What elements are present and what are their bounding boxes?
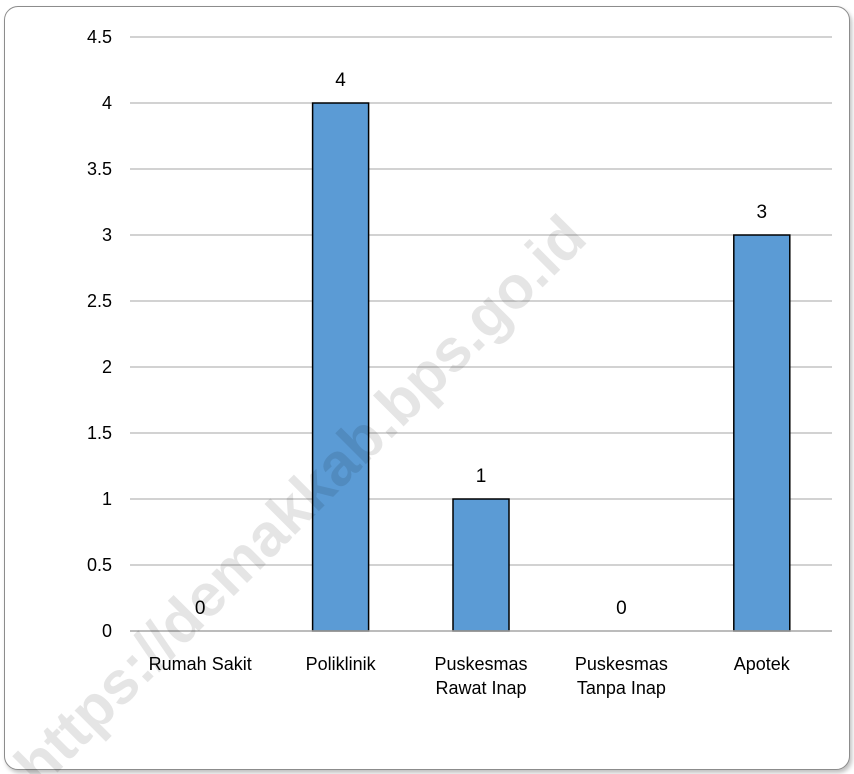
bar [733, 234, 791, 632]
y-tick-label: 4.5 [87, 27, 112, 47]
y-tick-label: 2.5 [87, 291, 112, 311]
data-label: 3 [757, 202, 768, 223]
data-labels: 0 4 1 0 3 [195, 70, 767, 619]
x-tick-label: Apotek [734, 654, 791, 674]
data-label: 0 [195, 598, 206, 619]
y-axis-ticks: 0 0.5 1 1.5 2 2.5 3 3.5 4 4.5 [87, 27, 112, 641]
y-tick-label: 1.5 [87, 423, 112, 443]
chart-frame [4, 6, 850, 770]
x-tick-label: Poliklinik [306, 654, 377, 674]
x-axis-ticks: Rumah Sakit Poliklinik Puskesmas Rawat Inap… [149, 654, 791, 698]
gridlines [130, 36, 832, 566]
y-tick-label: 1 [102, 489, 112, 509]
x-tick-label: Puskesmas Rawat Inap [434, 654, 527, 698]
y-tick-label: 3 [102, 225, 112, 245]
y-tick-label: 0 [102, 621, 112, 641]
data-label: 1 [476, 466, 487, 487]
bars [311, 102, 791, 632]
bar [311, 102, 370, 632]
y-tick-label: 3.5 [87, 159, 112, 179]
data-label: 4 [335, 70, 346, 91]
data-label: 0 [616, 598, 627, 619]
x-tick-label: Rumah Sakit [149, 654, 252, 674]
y-tick-label: 0.5 [87, 555, 112, 575]
y-tick-label: 2 [102, 357, 112, 377]
y-tick-label: 4 [102, 93, 112, 113]
x-tick-label: Puskesmas Tanpa Inap [575, 654, 668, 698]
bar [452, 498, 510, 632]
